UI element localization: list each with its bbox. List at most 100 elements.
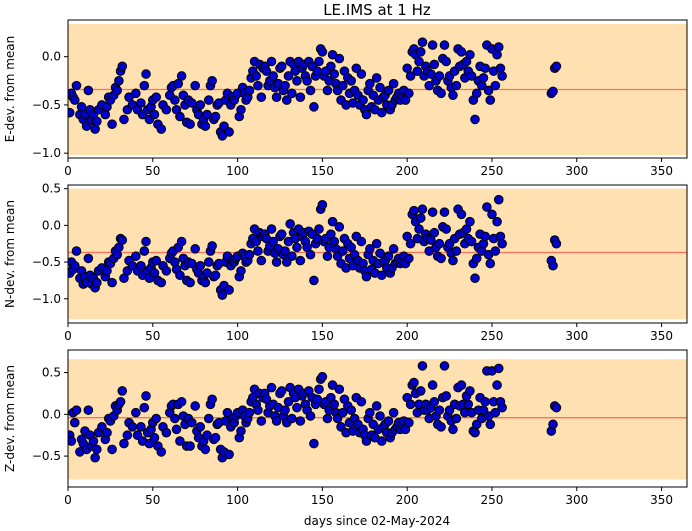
data-point — [276, 61, 287, 72]
data-point — [375, 411, 385, 421]
data-point — [283, 396, 294, 407]
data-point — [280, 80, 290, 91]
data-point — [429, 396, 440, 407]
data-point — [131, 251, 141, 262]
x-tick-label: 350 — [650, 493, 673, 507]
data-point — [463, 399, 474, 410]
data-point — [71, 405, 82, 415]
data-point — [210, 270, 221, 281]
data-point — [365, 78, 375, 89]
data-point — [236, 426, 246, 436]
data-point — [365, 244, 375, 254]
data-point — [68, 107, 75, 118]
data-point — [346, 405, 357, 415]
y-axis-label: E-dev. from mean — [3, 36, 17, 142]
data-point — [305, 85, 316, 96]
y-tick-label: 0.0 — [42, 407, 61, 421]
data-point — [271, 92, 282, 103]
data-point — [388, 78, 399, 89]
data-point — [141, 69, 151, 79]
data-point — [253, 405, 263, 415]
data-point — [190, 80, 200, 91]
data-point — [207, 75, 217, 86]
data-point — [470, 273, 480, 284]
y-axis-label: N-dev. from mean — [3, 200, 17, 308]
data-point — [424, 80, 435, 91]
x-axis-label: days since 02-May-2024 — [304, 514, 450, 528]
x-tick-label: 100 — [226, 493, 249, 507]
data-point — [69, 260, 80, 271]
y-tick-label: 0.5 — [42, 366, 61, 380]
data-point — [171, 424, 182, 435]
y-tick-label: −1.0 — [32, 146, 61, 160]
data-point — [551, 402, 562, 413]
data-point — [314, 56, 324, 67]
data-point — [224, 449, 234, 460]
data-point — [156, 277, 167, 288]
data-point — [217, 290, 228, 300]
data-point — [92, 116, 102, 127]
data-point — [309, 438, 319, 449]
data-point — [276, 229, 287, 239]
data-point — [548, 86, 558, 97]
data-point — [69, 95, 80, 105]
y-tick-label: −1.0 — [32, 292, 61, 306]
data-point — [548, 419, 558, 430]
data-point — [371, 73, 382, 83]
x-tick-label: 200 — [396, 329, 419, 343]
x-tick-label: 150 — [311, 164, 334, 178]
data-point — [224, 285, 234, 295]
data-point — [156, 124, 167, 134]
data-point — [388, 244, 399, 254]
data-point — [139, 246, 150, 256]
data-point — [417, 361, 428, 371]
x-tick-label: 150 — [311, 329, 334, 343]
data-point — [256, 416, 267, 426]
data-point — [200, 121, 211, 131]
data-point — [185, 441, 195, 451]
data-point — [107, 119, 117, 130]
data-point — [156, 447, 167, 457]
data-point — [161, 266, 172, 276]
data-point — [268, 236, 279, 247]
data-point — [292, 75, 302, 86]
chart-title: LE.IMS at 1 Hz — [323, 1, 431, 19]
data-point — [151, 413, 161, 424]
data-point — [190, 244, 200, 254]
data-point — [322, 413, 333, 424]
data-point — [551, 238, 562, 249]
data-point — [487, 209, 497, 220]
data-point — [427, 207, 438, 217]
panel-frame — [67, 184, 688, 324]
data-point — [361, 271, 372, 282]
x-tick-label: 100 — [226, 164, 249, 178]
data-point — [490, 246, 501, 256]
data-point — [493, 194, 504, 205]
data-point — [71, 80, 82, 91]
y-tick-label: −0.5 — [32, 98, 61, 112]
data-point — [151, 92, 161, 103]
data-point — [383, 85, 394, 96]
data-point — [427, 40, 438, 50]
data-point — [127, 422, 138, 432]
data-point — [383, 251, 394, 262]
data-point — [451, 413, 462, 424]
data-point — [236, 266, 246, 276]
plot-area — [68, 23, 687, 156]
data-point — [376, 107, 387, 118]
data-point — [176, 236, 187, 247]
data-point — [314, 384, 324, 395]
data-point — [195, 100, 206, 110]
data-point — [287, 88, 297, 99]
data-point — [317, 371, 328, 382]
data-point — [287, 413, 297, 424]
x-tick-label: 50 — [145, 164, 160, 178]
data-point — [185, 119, 195, 130]
data-point — [404, 253, 414, 264]
data-point — [161, 427, 172, 438]
data-point — [402, 63, 412, 74]
data-point — [119, 438, 129, 449]
data-point — [334, 384, 345, 395]
data-point — [365, 407, 375, 418]
data-point — [404, 88, 414, 99]
